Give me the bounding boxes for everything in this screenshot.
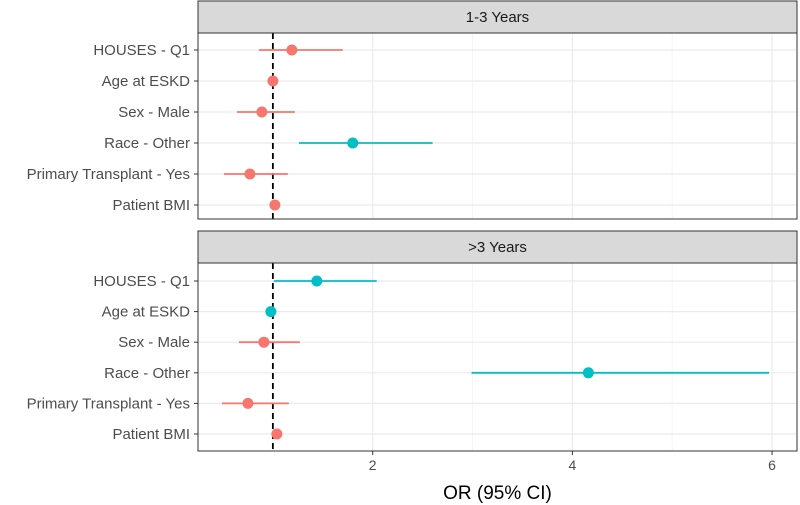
- y-axis-label: Sex - Male: [118, 334, 190, 351]
- panel-background: [198, 263, 797, 451]
- panel-background: [198, 33, 797, 219]
- or-point: [347, 137, 359, 149]
- y-axis-label: Age at ESKD: [102, 304, 191, 321]
- or-point: [269, 199, 281, 211]
- x-tick-label: 6: [768, 457, 776, 473]
- or-point: [267, 75, 279, 87]
- facet-strip-title: 1-3 Years: [466, 9, 529, 26]
- y-axis-label: HOUSES - Q1: [93, 42, 190, 59]
- y-axis-label: Primary Transplant - Yes: [27, 395, 190, 412]
- or-point: [244, 168, 256, 180]
- or-point: [271, 428, 283, 440]
- or-point: [265, 306, 277, 318]
- x-axis-title: OR (95% CI): [443, 483, 552, 504]
- facet-strip-title: >3 Years: [468, 239, 527, 256]
- facet-strip: [197, 230, 798, 264]
- y-axis-label: Patient BMI: [112, 426, 190, 443]
- y-axis-label: Patient BMI: [112, 197, 190, 214]
- y-axis-label: Sex - Male: [118, 104, 190, 121]
- or-point: [286, 44, 298, 56]
- panel-2: HOUSES - Q1 Age at ESKD Sex - Male Race - O…: [27, 230, 798, 452]
- y-axis-label: Race - Other: [104, 135, 190, 152]
- y-axis-label: Race - Other: [104, 365, 190, 382]
- panel-1: HOUSES - Q1 Age at ESKD Sex - Male Race - O…: [27, 0, 798, 220]
- facet-strip: [197, 0, 798, 34]
- y-axis-label: HOUSES - Q1: [93, 273, 190, 290]
- or-point: [256, 106, 268, 118]
- or-point: [242, 397, 254, 409]
- or-point: [311, 275, 323, 287]
- or-point: [582, 367, 594, 379]
- x-tick-label: 4: [568, 457, 576, 473]
- y-axis-label: Primary Transplant - Yes: [27, 166, 190, 183]
- x-tick-label: 2: [369, 457, 377, 473]
- or-point: [258, 336, 270, 348]
- y-axis-label: Age at ESKD: [102, 73, 191, 90]
